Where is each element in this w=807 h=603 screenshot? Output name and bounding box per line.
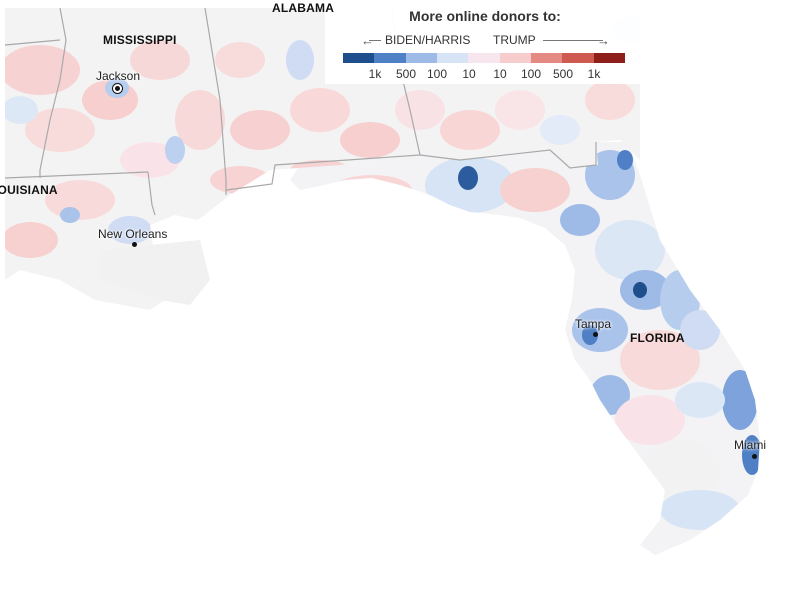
legend-swatch — [530, 53, 563, 63]
legend-title: More online donors to: — [409, 8, 561, 24]
city-marker-miami — [752, 454, 757, 459]
legend-trump-label: TRUMP — [493, 33, 536, 47]
florida-patches — [332, 150, 760, 530]
legend-tick: 10 — [493, 67, 507, 81]
legend-swatch — [343, 53, 375, 63]
legend-biden-label: BIDEN/HARRIS — [385, 33, 471, 47]
city-label-jackson: Jackson — [96, 69, 141, 83]
city-marker-jackson — [115, 86, 120, 91]
state-label-alabama: ALABAMA — [272, 1, 335, 15]
city-label-tampa: Tampa — [575, 317, 612, 331]
state-borders — [4, 7, 597, 216]
legend-tick: 1k — [368, 67, 382, 81]
legend-tick: 10 — [462, 67, 476, 81]
city-marker-new-orleans — [132, 242, 137, 247]
legend-swatch — [562, 53, 594, 63]
legend-swatch — [468, 53, 500, 63]
legend-tick: 100 — [426, 67, 448, 81]
left-arrow-icon: ← — [361, 33, 374, 48]
legend-color-scale — [343, 53, 625, 63]
state-label-louisiana: LOUISIANA — [0, 183, 58, 197]
legend-tick: 500 — [552, 67, 574, 81]
legend-swatch — [405, 53, 437, 63]
delta-marsh — [100, 240, 210, 305]
legend-tick: 1k — [587, 67, 601, 81]
left-arrow-line — [369, 40, 381, 41]
legend-swatch — [436, 53, 469, 63]
legend-tick: 500 — [395, 67, 417, 81]
legend-swatch — [499, 53, 531, 63]
right-arrow-line — [543, 40, 603, 41]
legend-swatch — [374, 53, 406, 63]
city-label-miami: Miami — [734, 438, 766, 452]
state-label-mississippi: MISSISSIPPI — [103, 33, 177, 47]
mainland-patches — [5, 16, 640, 258]
legend-tick: 100 — [520, 67, 542, 81]
state-label-florida: FLORIDA — [630, 331, 685, 345]
legend: More online donors to: ← BIDEN/HARRIS TR… — [325, 0, 645, 84]
right-arrow-icon: → — [597, 33, 610, 48]
city-label-new-orleans: New Orleans — [98, 227, 168, 241]
city-marker-tampa — [593, 332, 598, 337]
legend-swatch — [593, 53, 625, 63]
